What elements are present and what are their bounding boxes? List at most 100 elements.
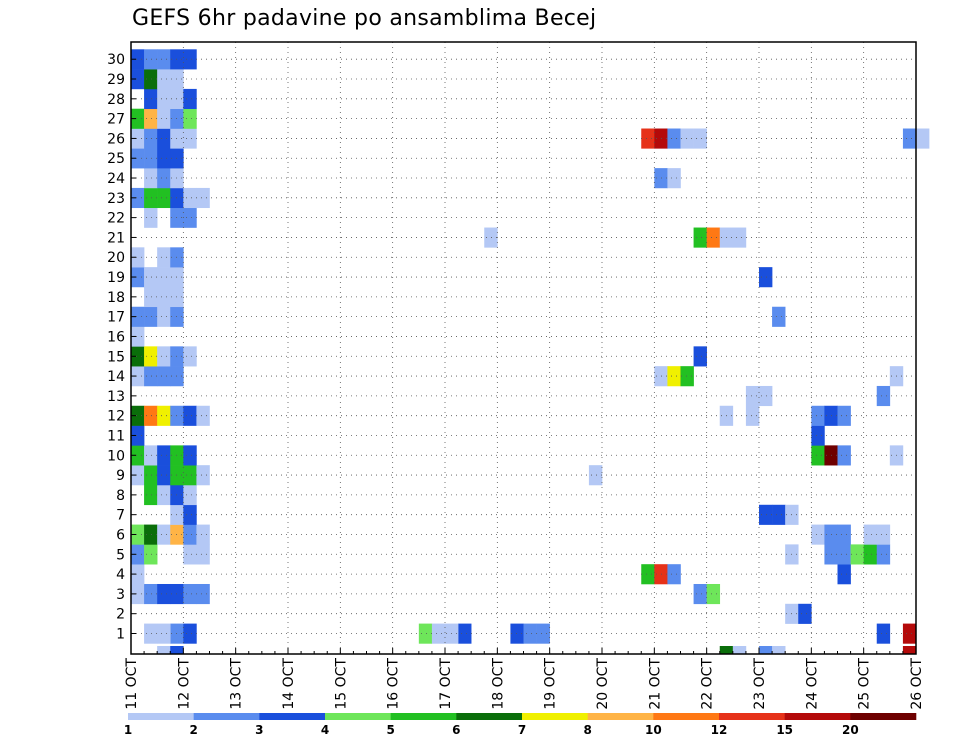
heatmap-cell [693,346,707,367]
heatmap-cell [157,524,171,545]
heatmap-cell [157,623,171,644]
y-tick-label: 30 [107,52,125,68]
heatmap-cell [693,128,707,149]
y-tick-label: 27 [107,112,125,128]
dotted-grid [130,42,917,654]
heatmap-cell [902,646,917,654]
x-tick-label: 14 OCT [281,658,297,710]
heatmap-cell [536,623,550,644]
heatmap-cell [157,405,171,426]
heatmap-cell [144,207,158,228]
heatmap-cell [131,564,145,585]
heatmap-cell [131,267,145,288]
heatmap-cell [131,247,145,268]
x-tick-label: 23 OCT [752,658,768,710]
colorbar-swatch [587,713,654,720]
heatmap-cell [759,385,773,407]
y-tick-label: 15 [107,349,125,365]
heatmap-cell [144,583,158,605]
x-tick-label: 20 OCT [595,658,611,710]
heatmap-cell [144,88,158,110]
colorbar-swatch [390,713,457,720]
colorbar-swatch [259,713,326,720]
heatmap-cell [902,623,917,644]
heatmap-cell [170,646,184,654]
heatmap-cell [183,524,197,545]
x-tick-label: 16 OCT [386,658,402,710]
heatmap-cell [157,267,171,288]
heatmap-cell [183,346,197,367]
heatmap-cell [131,524,145,545]
heatmap-cells [131,49,930,654]
colorbar-label: 3 [255,723,263,737]
heatmap-cell [131,405,145,426]
heatmap-cell [484,227,498,248]
x-tick-label: 11 OCT [124,658,140,710]
colorbar-label: 12 [711,723,728,737]
heatmap-cell [196,405,210,426]
heatmap-cell [837,524,851,545]
x-tick-label: 22 OCT [700,658,716,710]
heatmap-cell [196,187,210,209]
heatmap-cell [131,544,145,565]
heatmap-cell [772,504,786,525]
heatmap-cell [144,445,158,466]
y-tick-label: 23 [107,191,125,207]
heatmap-cell [183,504,197,525]
heatmap-cell [916,128,930,149]
y-tick-label: 17 [107,310,125,326]
colorbar-label: 5 [386,723,394,737]
heatmap-cell [510,623,524,644]
heatmap-cell [680,128,694,149]
heatmap-cell [667,366,681,387]
heatmap-cell [641,564,655,585]
heatmap-cell [772,646,786,654]
heatmap-cell [144,544,158,565]
heatmap-cell [183,88,197,110]
heatmap-cell [183,484,197,506]
heatmap-cell [157,484,171,506]
heatmap-cell [588,465,603,486]
heatmap-cell [876,385,891,407]
heatmap-cell [157,286,171,308]
y-tick-label: 2 [116,607,125,623]
heatmap-cell [183,128,197,149]
heatmap-cell [131,326,145,347]
heatmap-cell [811,445,825,466]
y-tick-label: 14 [107,369,125,385]
y-tick-label: 16 [107,329,125,345]
colorbar-label: 7 [518,723,526,737]
heatmap-cell [863,544,878,565]
y-tick-label: 8 [116,488,125,504]
heatmap-cell [131,69,145,90]
x-tick-label: 25 OCT [857,658,873,710]
x-axis-date-labels: 11 OCT 12 OCT 13 OCT 14 OCT 15 OCT 16 OCT 17 O… [124,658,925,710]
heatmap-cell [131,49,145,70]
heatmap-cell [811,425,825,446]
colorbar-label: 20 [842,723,859,737]
heatmap-cell [144,366,158,387]
heatmap-cell [183,108,197,129]
heatmap-cell [131,108,145,129]
heatmap-cell [144,346,158,367]
heatmap-cell [706,227,721,248]
heatmap-cell [732,646,747,654]
heatmap-cell [131,445,145,466]
heatmap-cell [144,49,158,70]
y-tick-label: 28 [107,92,125,108]
heatmap-cell [667,564,681,585]
colorbar-label: 15 [776,723,793,737]
colorbar-label: 6 [452,723,460,737]
heatmap-cell [680,366,694,387]
y-tick-label: 20 [107,250,125,266]
heatmap-cell [876,524,891,545]
colorbar-swatch [325,713,391,720]
heatmap-cell [131,128,145,149]
y-tick-label: 29 [107,72,125,88]
heatmap-cell [196,583,210,605]
heatmap-cell [183,623,197,644]
colorbar-swatch [784,713,851,720]
heatmap-cell [157,187,171,209]
y-tick-label: 11 [107,428,125,444]
heatmap-cell [811,524,825,545]
